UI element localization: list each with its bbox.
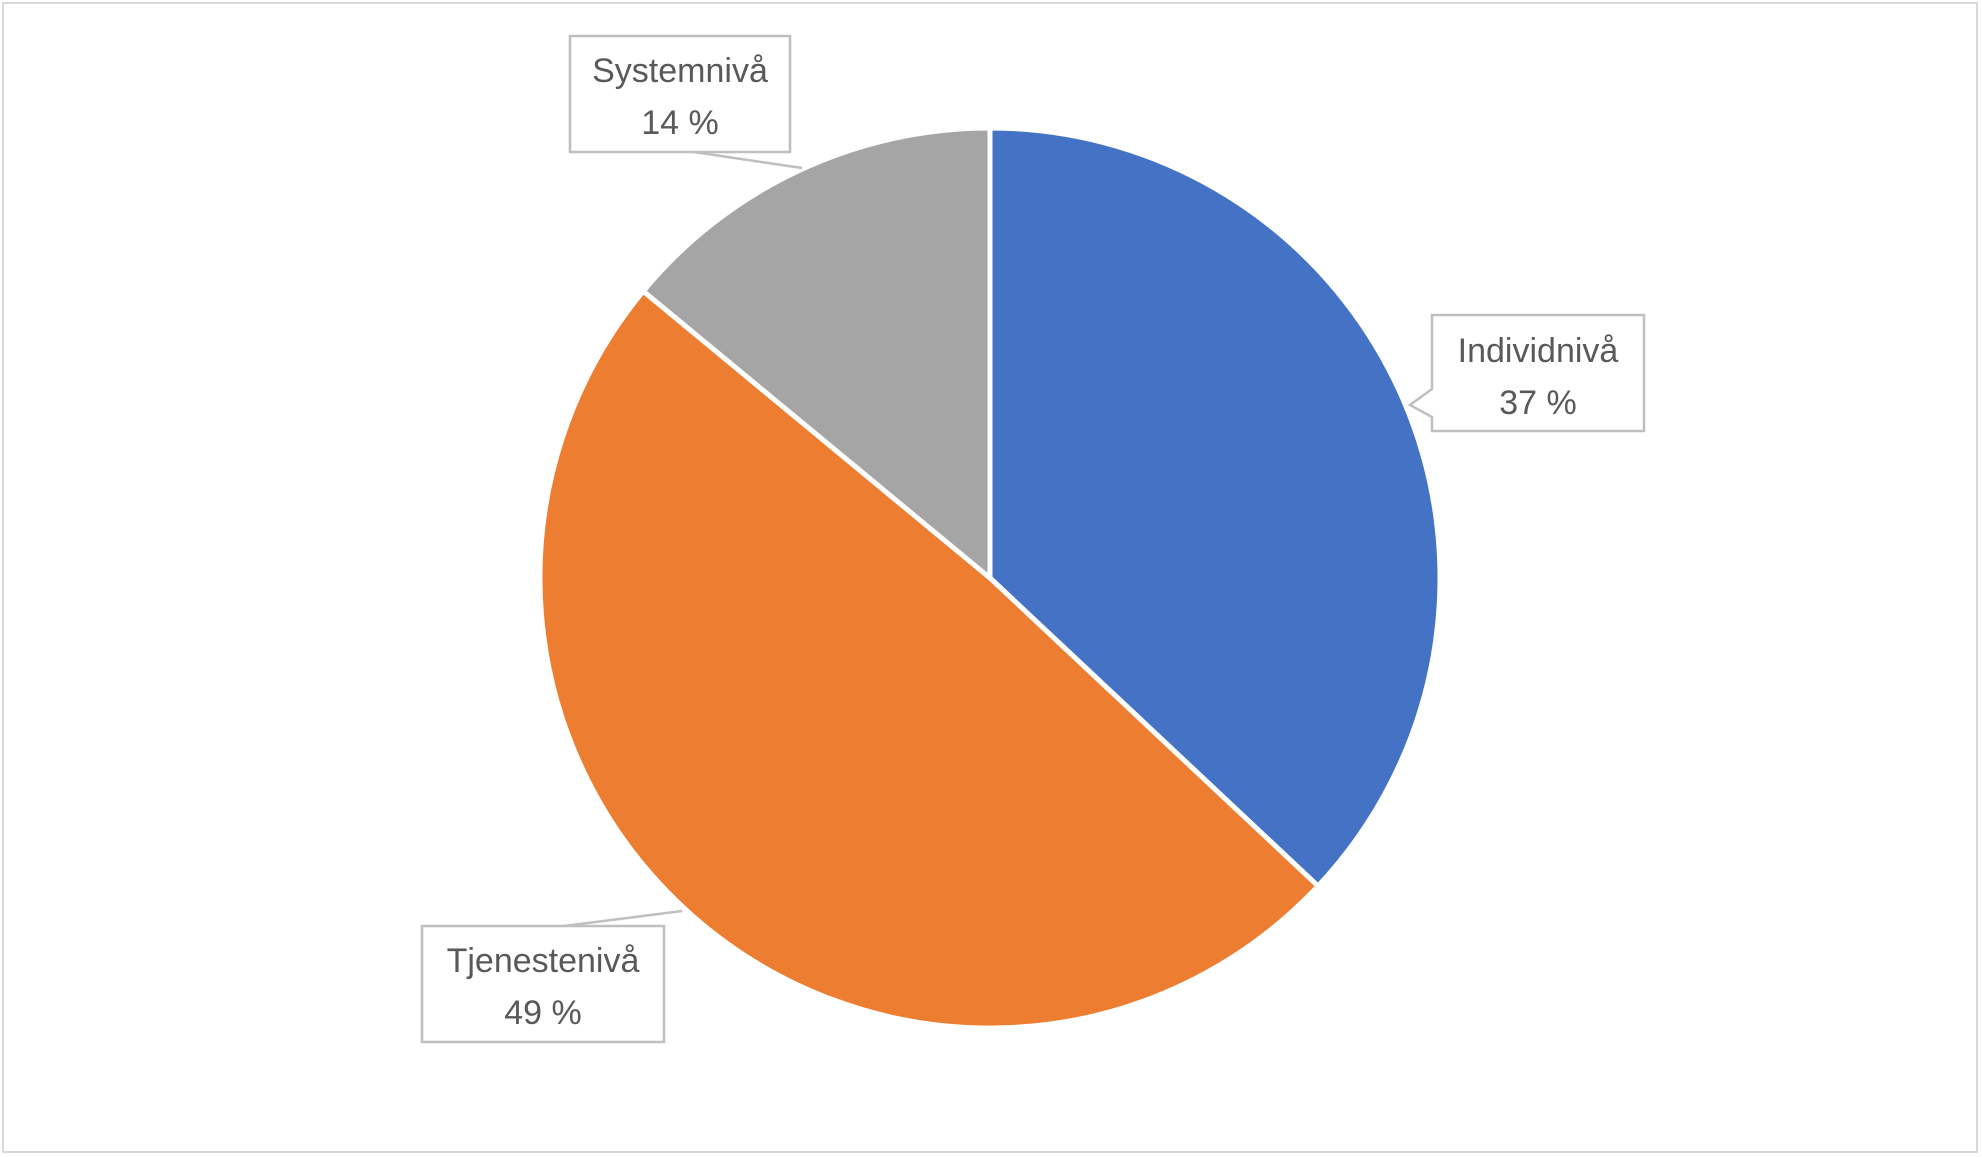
callout-box xyxy=(420,924,666,1044)
leader-line xyxy=(563,909,683,928)
slice-value-individniva: 37 % xyxy=(1499,384,1577,422)
slice-value-tjenesteniva: 49 % xyxy=(504,994,582,1032)
slice-value-systemniva: 14 % xyxy=(641,104,719,142)
callout-systemniva: Systemnivå 14 % xyxy=(568,34,803,170)
leader-line xyxy=(693,150,803,170)
slice-label-tjenesteniva: Tjenestenivå xyxy=(447,942,640,980)
callout-individniva: Individnivå 37 % xyxy=(1407,313,1646,433)
callout-box xyxy=(568,34,792,154)
pie-slice-systemniva xyxy=(640,125,993,581)
callout-box xyxy=(1407,313,1646,433)
pie-chart: Individnivå 37 % Tjenestenivå 49 % Syste… xyxy=(420,34,1646,1044)
pie-slice-individniva xyxy=(987,125,1443,889)
slice-label-individniva: Individnivå xyxy=(1458,332,1619,370)
pie-slices xyxy=(537,125,1443,1031)
slice-label-systemniva: Systemnivå xyxy=(592,52,768,90)
pie-slice-tjenesteniva xyxy=(537,288,1321,1031)
callout-tjenesteniva: Tjenestenivå 49 % xyxy=(420,909,683,1044)
